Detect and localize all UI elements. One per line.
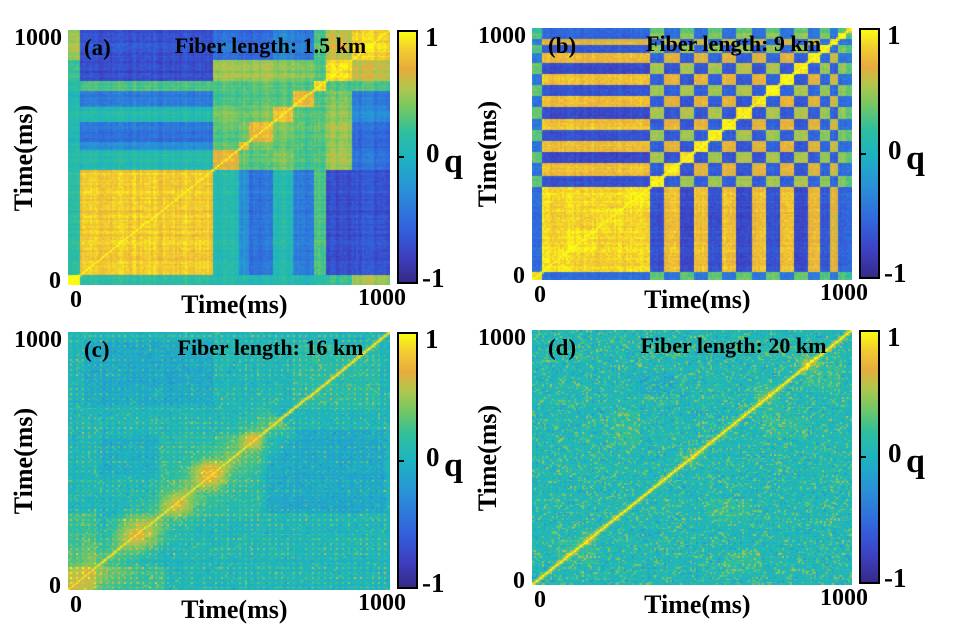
x-axis-label: Time(ms) — [644, 285, 751, 314]
panel-c-title: Fiber length: 16 km — [177, 335, 364, 360]
x-tick-max: 1000 — [358, 285, 406, 311]
y-tick-max: 1000 — [14, 25, 62, 51]
x-tick-max: 1000 — [820, 280, 868, 306]
x-axis-label: Time(ms) — [644, 590, 751, 619]
colorbar-tick-max: 1 — [425, 22, 439, 52]
colorbar-tick-zero: 0 — [426, 441, 440, 472]
x-tick-min: 0 — [70, 592, 82, 618]
panel-b: (b) Fiber length: 9 km 1000 0 0 1000 Tim… — [473, 22, 925, 313]
colorbar-tick-zero: 0 — [888, 134, 902, 165]
colorbar-zero-tickmark — [399, 156, 404, 158]
colorbar-zero-tickmark — [861, 152, 866, 155]
x-axis-label: Time(ms) — [181, 290, 288, 319]
colorbar: 1 0 q -1 — [397, 24, 463, 292]
colorbar-tick-min: -1 — [422, 568, 445, 598]
panel-a-letter: (a) — [84, 35, 111, 60]
heatmap-d — [532, 330, 852, 585]
y-tick-min: 0 — [49, 573, 61, 599]
y-tick-min: 0 — [513, 263, 525, 289]
y-tick-max: 1000 — [478, 325, 526, 351]
panel-d-title: Fiber length: 20 km — [640, 333, 827, 358]
heatmap-c — [68, 332, 390, 590]
colorbar: 1 0 q -1 — [859, 324, 925, 592]
colorbar-tick-min: -1 — [422, 263, 445, 293]
y-axis-label: Time(ms) — [473, 100, 502, 208]
x-tick-min: 0 — [70, 287, 82, 313]
colorbar-tick-max: 1 — [425, 324, 439, 354]
colorbar-label: q — [906, 443, 925, 480]
panel-a-title: Fiber length: 1.5 km — [174, 33, 367, 58]
y-tick-min: 0 — [49, 268, 61, 294]
colorbar: 1 0 q -1 — [859, 22, 925, 287]
panel-c-letter: (c) — [84, 337, 110, 362]
colorbar-tick-zero: 0 — [426, 138, 440, 168]
panel-d: (d) Fiber length: 20 km 1000 0 0 1000 Ti… — [473, 324, 925, 618]
colorbar: 1 0 q -1 — [397, 326, 463, 597]
y-axis-label: Time(ms) — [9, 104, 38, 211]
panel-c: (c) Fiber length: 16 km 1000 0 0 1000 Ti… — [9, 326, 463, 623]
y-axis-label: Time(ms) — [9, 407, 38, 515]
panel-b-letter: (b) — [548, 33, 577, 58]
y-axis-label: Time(ms) — [473, 404, 502, 511]
colorbar-zero-tickmark — [861, 456, 866, 458]
heatmap-a — [68, 30, 390, 285]
colorbar-tick-max: 1 — [887, 20, 901, 50]
colorbar-tick-zero: 0 — [888, 438, 902, 468]
panel-b-title: Fiber length: 9 km — [646, 31, 821, 56]
y-tick-max: 1000 — [478, 23, 526, 49]
colorbar-label: q — [444, 143, 463, 180]
x-tick-min: 0 — [534, 282, 546, 308]
y-tick-min: 0 — [513, 568, 525, 594]
heatmap-b — [532, 28, 852, 280]
x-axis-label: Time(ms) — [181, 595, 288, 624]
panel-a: (a) Fiber length: 1.5 km 1000 0 0 1000 T… — [9, 24, 463, 318]
colorbar-tick-min: -1 — [884, 258, 907, 288]
x-tick-min: 0 — [534, 587, 546, 613]
colorbar-label: q — [906, 139, 925, 177]
colorbar-tick-max: 1 — [887, 322, 901, 352]
y-tick-max: 1000 — [14, 327, 62, 353]
x-tick-max: 1000 — [820, 585, 868, 611]
colorbar-tick-min: -1 — [884, 563, 907, 593]
colorbar-zero-tickmark — [399, 459, 404, 462]
colorbar-label: q — [444, 446, 463, 484]
panel-d-letter: (d) — [548, 335, 577, 360]
x-tick-max: 1000 — [358, 590, 406, 616]
